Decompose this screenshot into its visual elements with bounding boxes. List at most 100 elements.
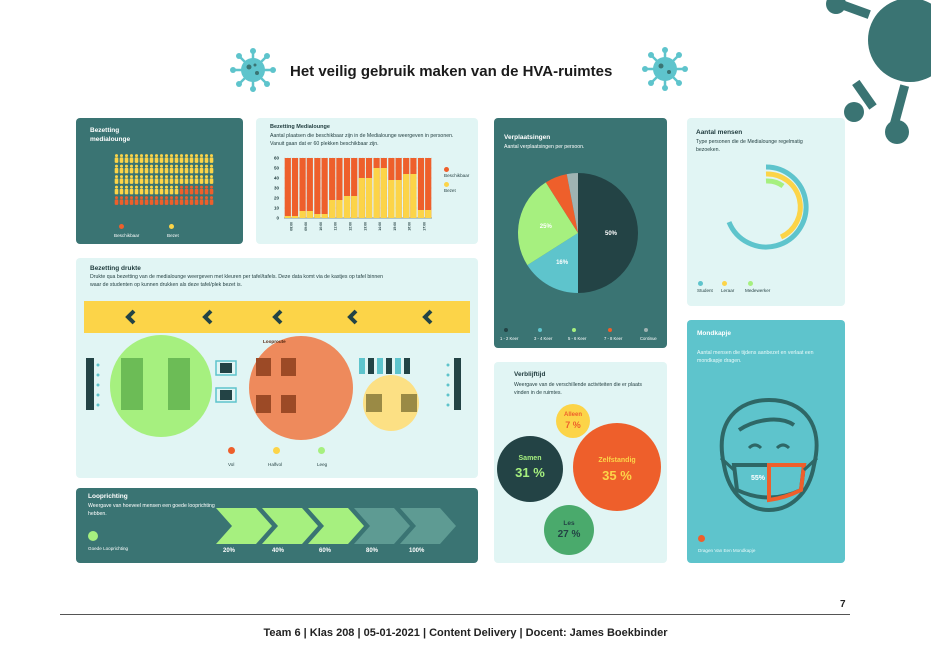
person-icon xyxy=(169,164,174,174)
pie-legend-dot xyxy=(538,328,542,332)
bar-bezet xyxy=(417,210,425,218)
person-icon xyxy=(164,196,169,205)
bar-bezet xyxy=(314,214,321,218)
person-icon xyxy=(189,175,194,184)
bar-legend-dot-beschikbaar xyxy=(444,167,449,172)
person-icon xyxy=(159,154,164,163)
person-icon xyxy=(209,175,214,184)
person-icon xyxy=(154,164,159,174)
bubble-alleen-name: Alleen xyxy=(563,412,582,418)
aantal-mensen-card: Aantal mensen Type personen die de Media… xyxy=(687,118,845,306)
person-icon xyxy=(139,164,144,174)
person-icon xyxy=(114,196,119,205)
person-icon xyxy=(139,185,144,195)
person-icon xyxy=(184,196,189,205)
bezetting-title: Bezetting medialounge xyxy=(90,127,131,143)
bubble-alleen xyxy=(556,404,590,438)
person-icon xyxy=(114,154,119,163)
step-label-80: 80% xyxy=(366,548,379,554)
bar-beschikbaar xyxy=(299,158,306,218)
legend-label-leraar: Leraar xyxy=(721,288,735,293)
verblijftijd-text: Weergave van de verschillende activiteit… xyxy=(514,382,642,396)
person-icon xyxy=(139,154,144,163)
bar-bezet xyxy=(380,168,387,218)
person-icon xyxy=(174,185,179,195)
step-label-60: 60% xyxy=(319,548,332,554)
page-number: 7 xyxy=(840,599,846,610)
bar-beschikbaar xyxy=(306,158,313,218)
person-icon xyxy=(159,196,164,205)
bar-bezet xyxy=(365,178,373,218)
person-icon xyxy=(159,185,164,195)
person-icon xyxy=(124,185,129,195)
person-icon xyxy=(129,185,134,195)
person-icon xyxy=(204,185,209,195)
bar-chart-title: Bezetting Medialounge xyxy=(270,124,330,130)
legend-label-beschikbaar: Beschikbaar xyxy=(114,233,140,238)
pie-slice xyxy=(518,182,578,266)
x-tick-label: 12:00 xyxy=(348,222,352,231)
bar-beschikbaar xyxy=(321,158,328,218)
person-icon xyxy=(189,164,194,174)
verplaatsingen-title: Verplaatsingen xyxy=(504,134,551,141)
y-tick-label: 30 xyxy=(274,186,280,191)
person-icon xyxy=(134,164,139,174)
step-label-20: 20% xyxy=(223,548,236,554)
person-icon xyxy=(134,196,139,205)
verblijftijd-bubbles xyxy=(497,404,661,555)
legend-dot-bezet xyxy=(169,224,174,229)
x-tick-label: 14:00 xyxy=(378,222,382,231)
virus-icon-right xyxy=(642,47,688,91)
x-tick-label: 09:00 xyxy=(304,222,308,231)
person-icon xyxy=(194,175,199,184)
virus-icon-left xyxy=(230,48,276,92)
person-icon xyxy=(114,175,119,184)
person-icon xyxy=(174,164,179,174)
floor-plan xyxy=(86,335,461,440)
bar-chart: 0 10 20 30 40 50 60 08:00 09:00 10:00 11:00 12:00 13… xyxy=(274,156,432,231)
person-icon xyxy=(199,164,204,174)
person-icon xyxy=(194,164,199,174)
person-icon xyxy=(144,154,149,163)
y-tick-label: 10 xyxy=(274,206,280,211)
person-icon xyxy=(144,196,149,205)
person-icon xyxy=(174,154,179,163)
legend-label-leeg: Leeg xyxy=(317,462,328,467)
bar-legend-dot-bezet xyxy=(444,182,449,187)
person-icon xyxy=(209,185,214,195)
person-icon xyxy=(134,185,139,195)
legend-label-student: Student xyxy=(697,288,713,293)
bar-bezet xyxy=(306,211,313,218)
person-icon xyxy=(119,175,124,184)
person-icon xyxy=(204,154,209,163)
pie-legend-label: 7 - 8 Keer xyxy=(604,336,623,341)
mondkapje-card: Mondkapje Aantal mensen die tijdens aanb… xyxy=(687,320,845,563)
x-tick-label: 17:00 xyxy=(422,222,426,231)
bubble-samen-value: 31 % xyxy=(515,465,545,480)
verplaatsingen-subtitle: Aantal verplaatsingen per persoon. xyxy=(504,144,585,150)
person-icon xyxy=(134,175,139,184)
pie-slice xyxy=(578,173,638,293)
legend-dot-vol xyxy=(228,447,235,454)
drukte-card: Bezetting drukte Drukte qua bezetting va… xyxy=(76,258,478,478)
person-icon xyxy=(194,154,199,163)
y-tick-label: 60 xyxy=(274,156,280,161)
x-tick-label: 08:00 xyxy=(289,222,293,231)
person-icon xyxy=(139,196,144,205)
bubble-zelfstandig xyxy=(573,423,661,511)
person-icon xyxy=(124,196,129,205)
bubble-les xyxy=(544,505,594,555)
person-icon xyxy=(159,164,164,174)
legend-label-bezet: Bezet xyxy=(167,233,179,238)
bar-bezet xyxy=(321,214,328,218)
bar-beschikbaar xyxy=(314,158,321,218)
person-icon xyxy=(124,175,129,184)
bar-bezet xyxy=(351,196,358,218)
person-icon xyxy=(124,164,129,174)
person-icon xyxy=(149,154,154,163)
person-icon xyxy=(199,154,204,163)
verblijftijd-title: Verblijftijd xyxy=(514,371,546,378)
person-icon xyxy=(204,196,209,205)
bar-beschikbaar xyxy=(291,158,299,218)
legend-dot-beschikbaar xyxy=(119,224,124,229)
